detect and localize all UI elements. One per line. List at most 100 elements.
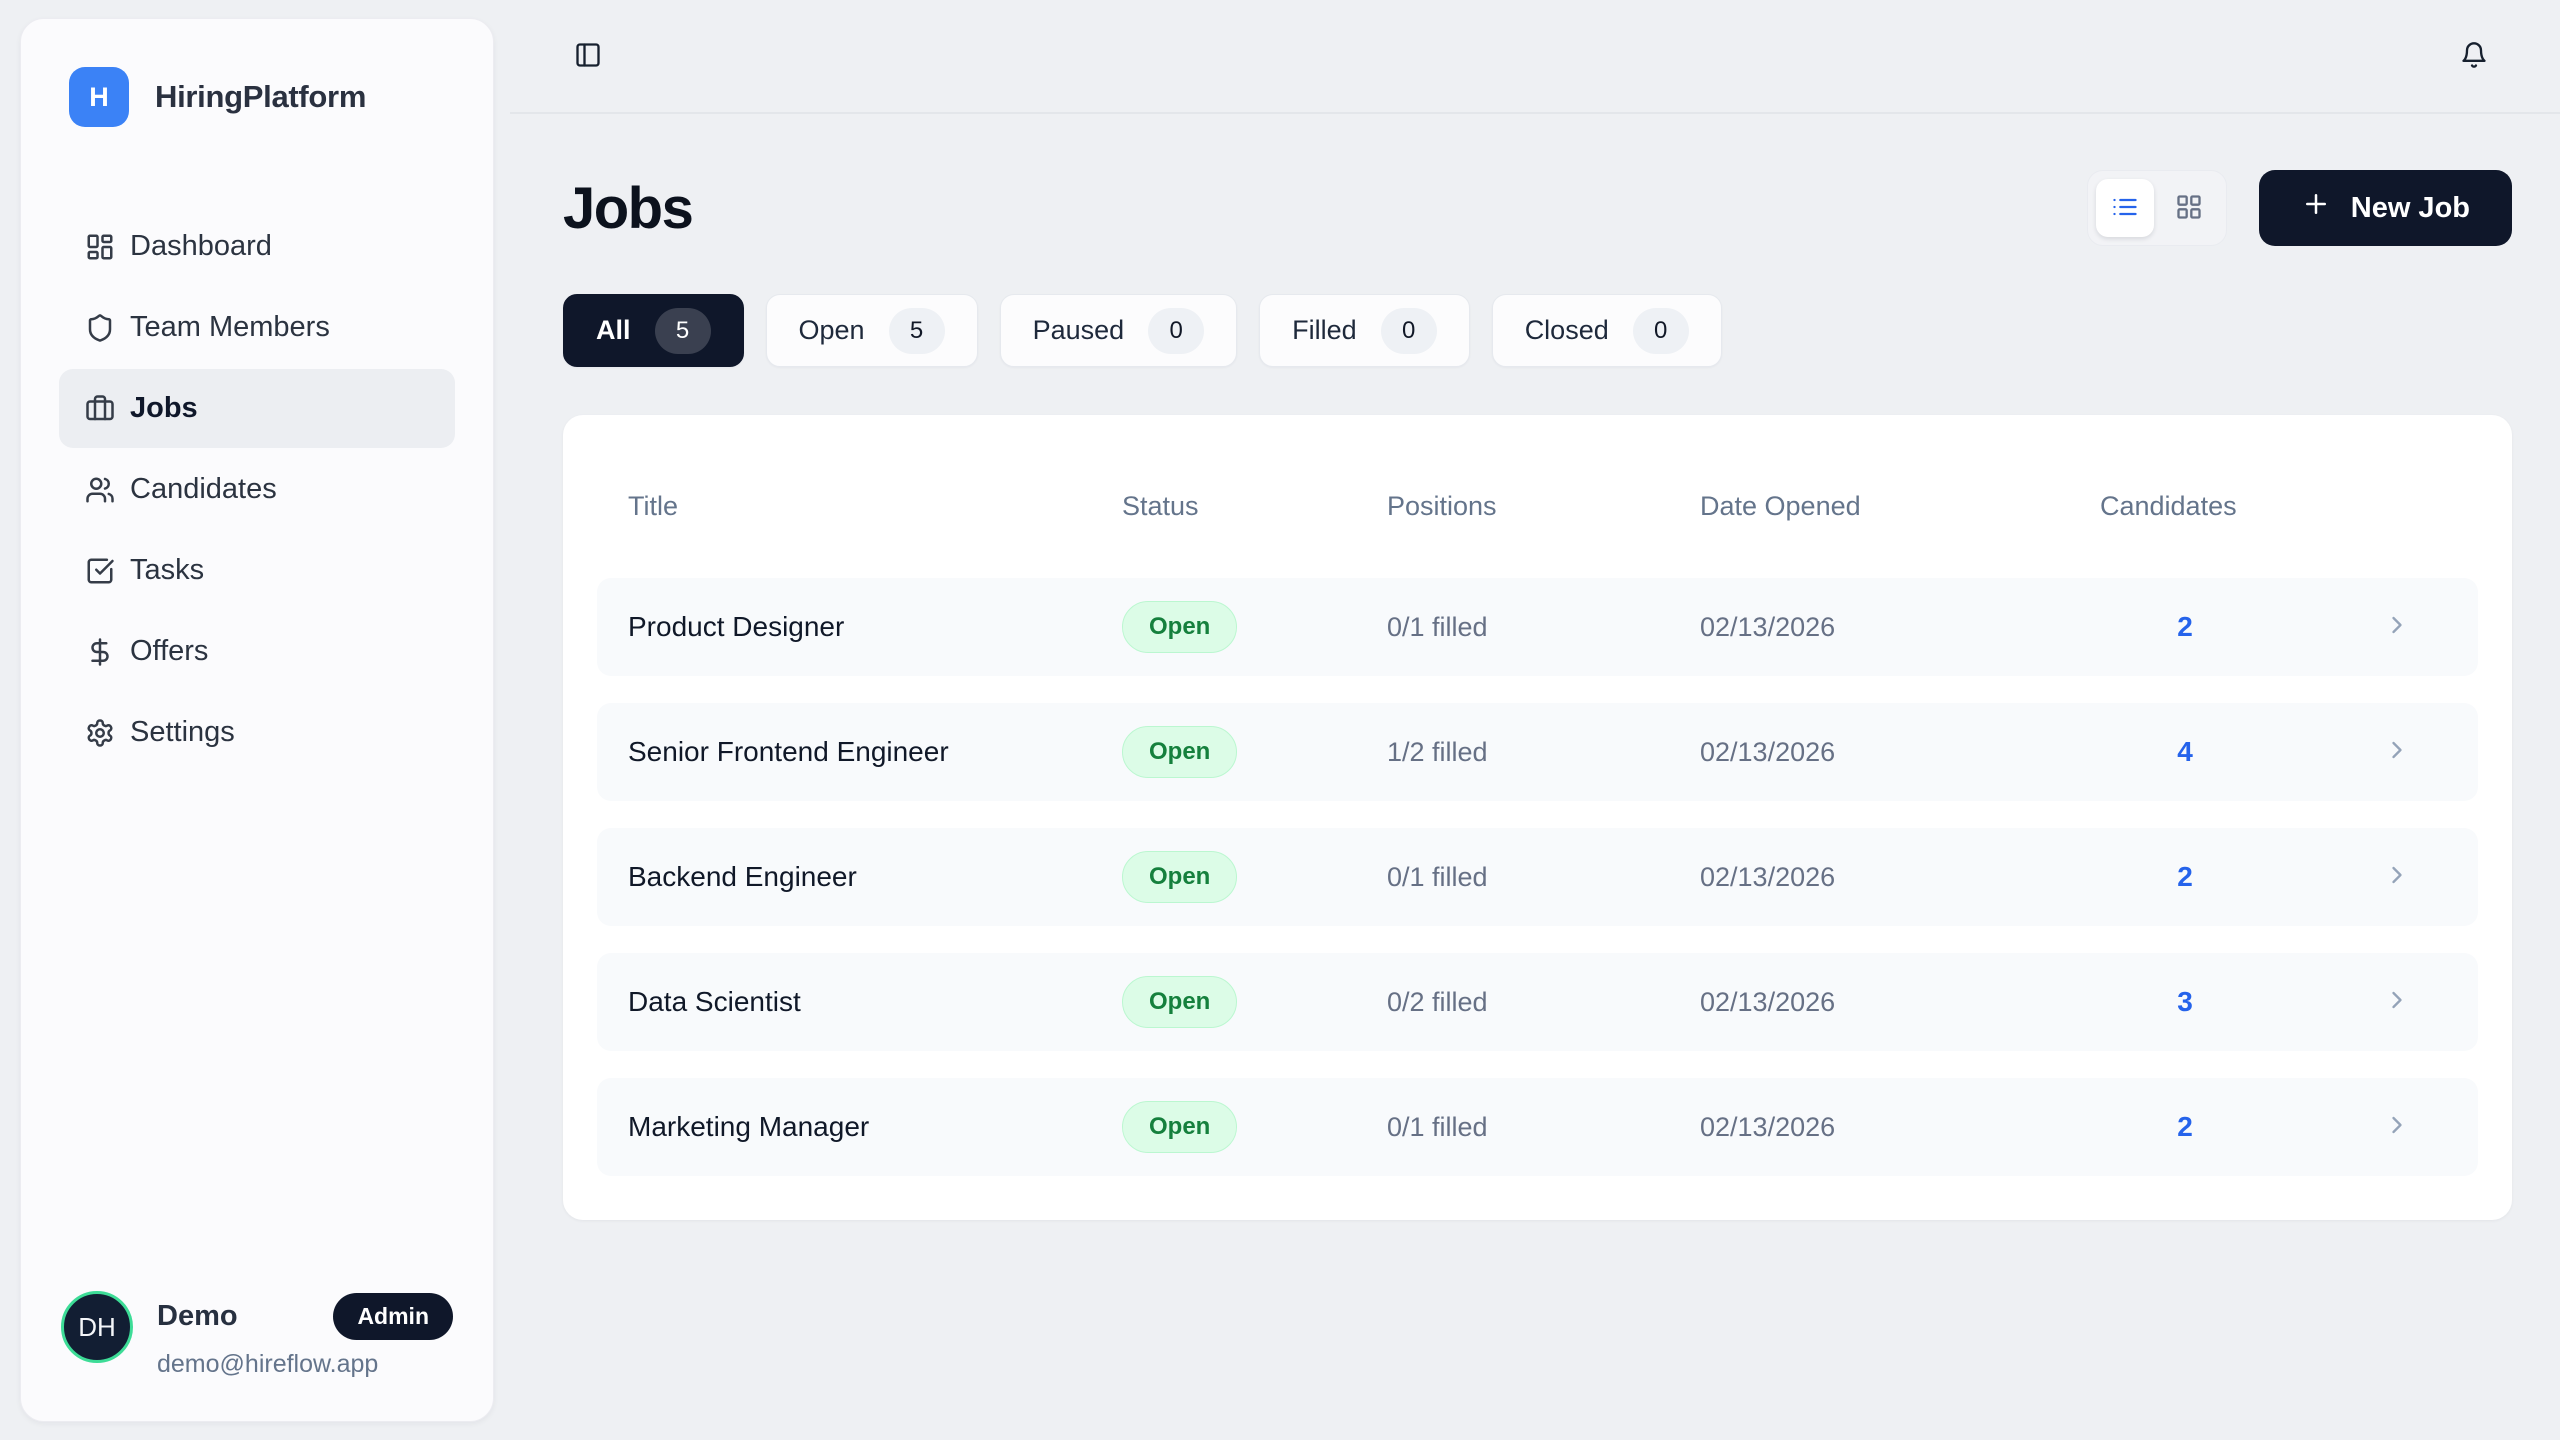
table-row[interactable]: Senior Frontend Engineer Open 1/2 filled…: [597, 703, 2478, 801]
user-name: Demo: [157, 1300, 238, 1332]
list-icon: [2111, 193, 2139, 224]
sidebar-item-label: Team Members: [130, 311, 330, 343]
shield-icon: [85, 313, 115, 343]
status-badge: Open: [1122, 1101, 1238, 1153]
filter-count-badge: 0: [1148, 307, 1205, 354]
filter-count-badge: 5: [654, 307, 711, 354]
job-title: Data Scientist: [628, 986, 801, 1017]
filter-tab-filled[interactable]: Filled 0: [1259, 294, 1470, 367]
filter-tab-open[interactable]: Open 5: [765, 294, 978, 367]
candidates-count[interactable]: 4: [2177, 736, 2193, 767]
main-area: Jobs: [510, 0, 2560, 1440]
date-opened: 02/13/2026: [1700, 611, 1836, 642]
filter-count-badge: 5: [888, 307, 945, 354]
positions-filled: 0/2 filled: [1387, 986, 1488, 1017]
date-opened: 02/13/2026: [1700, 1111, 1836, 1142]
sidebar-item-label: Candidates: [130, 473, 277, 505]
table-row[interactable]: Product Designer Open 0/1 filled 02/13/2…: [597, 578, 2478, 676]
dollar-icon: [85, 637, 115, 667]
page-title: Jobs: [563, 175, 694, 241]
brand: H HiringPlatform: [21, 19, 493, 127]
filter-count-badge: 0: [1380, 307, 1437, 354]
candidates-count[interactable]: 2: [2177, 1111, 2193, 1142]
candidates-count[interactable]: 2: [2177, 861, 2193, 892]
grid-icon: [2175, 193, 2203, 224]
sidebar-nav: Dashboard Team Members Jobs Candidates T…: [21, 207, 493, 772]
chevron-right-icon: [2383, 611, 2411, 644]
positions-filled: 0/1 filled: [1387, 861, 1488, 892]
table-row[interactable]: Marketing Manager Open 0/1 filled 02/13/…: [597, 1078, 2478, 1176]
table-header-row: Title Status Positions Date Opened Candi…: [597, 465, 2478, 578]
filter-count-badge: 0: [1632, 307, 1689, 354]
new-job-label: New Job: [2350, 191, 2470, 224]
sidebar-item-label: Offers: [130, 635, 209, 667]
brand-logo-letter: H: [89, 81, 109, 112]
filter-tab-paused[interactable]: Paused 0: [999, 294, 1238, 367]
status-badge: Open: [1122, 976, 1238, 1028]
avatar-initials: DH: [78, 1311, 116, 1342]
sidebar-item-settings[interactable]: Settings: [59, 693, 455, 772]
avatar: DH: [61, 1291, 133, 1363]
list-view-button[interactable]: [2095, 179, 2154, 237]
sidebar-item-tasks[interactable]: Tasks: [59, 531, 455, 610]
notifications-button[interactable]: [2460, 41, 2488, 72]
positions-filled: 0/1 filled: [1387, 1111, 1488, 1142]
grid-view-button[interactable]: [2160, 179, 2218, 237]
table-body: Product Designer Open 0/1 filled 02/13/2…: [597, 578, 2478, 1176]
layout-dashboard-icon: [85, 232, 115, 262]
panel-left-icon: [574, 41, 602, 72]
user-info: Demo Admin demo@hireflow.app: [157, 1291, 453, 1379]
column-header-title: Title: [628, 491, 679, 521]
gear-icon: [85, 718, 115, 748]
row-open-button[interactable]: [2270, 986, 2447, 1019]
candidates-count[interactable]: 3: [2177, 986, 2193, 1017]
filter-tab-label: Filled: [1292, 315, 1357, 345]
content: Jobs: [510, 114, 2560, 1220]
square-check-icon: [85, 556, 115, 586]
status-badge: Open: [1122, 851, 1238, 903]
column-header-positions: Positions: [1387, 491, 1497, 521]
filter-tabs: All 5 Open 5 Paused 0 Filled 0 Closed 0: [563, 294, 2512, 367]
date-opened: 02/13/2026: [1700, 736, 1836, 767]
sidebar-item-jobs[interactable]: Jobs: [59, 369, 455, 448]
filter-tab-label: Paused: [1032, 315, 1125, 345]
new-job-button[interactable]: New Job: [2258, 170, 2512, 246]
sidebar-item-candidates[interactable]: Candidates: [59, 450, 455, 529]
status-badge: Open: [1122, 726, 1238, 778]
row-open-button[interactable]: [2270, 611, 2447, 644]
sidebar-item-team-members[interactable]: Team Members: [59, 288, 455, 367]
column-header-candidates: Candidates: [2100, 491, 2237, 521]
brand-logo: H: [69, 67, 129, 127]
sidebar-item-label: Dashboard: [130, 230, 272, 262]
filter-tab-label: All: [596, 315, 631, 345]
table-row[interactable]: Backend Engineer Open 0/1 filled 02/13/2…: [597, 828, 2478, 926]
sidebar: H HiringPlatform Dashboard Team Members …: [20, 18, 494, 1422]
job-title: Product Designer: [628, 611, 845, 642]
page-head: Jobs: [563, 170, 2512, 246]
filter-tab-closed[interactable]: Closed 0: [1491, 294, 1722, 367]
row-open-button[interactable]: [2270, 861, 2447, 894]
view-toggle: [2086, 170, 2227, 246]
filter-tab-all[interactable]: All 5: [563, 294, 744, 367]
candidates-count[interactable]: 2: [2177, 611, 2193, 642]
row-open-button[interactable]: [2270, 1111, 2447, 1144]
sidebar-item-label: Tasks: [130, 554, 205, 586]
positions-filled: 0/1 filled: [1387, 611, 1488, 642]
row-open-button[interactable]: [2270, 736, 2447, 769]
sidebar-item-label: Jobs: [130, 392, 198, 424]
bell-icon: [2460, 41, 2488, 72]
job-title: Marketing Manager: [628, 1111, 870, 1142]
status-badge: Open: [1122, 601, 1238, 653]
user-card[interactable]: DH Demo Admin demo@hireflow.app: [61, 1291, 453, 1379]
table-row[interactable]: Data Scientist Open 0/2 filled 02/13/202…: [597, 953, 2478, 1051]
column-header-status: Status: [1122, 491, 1199, 521]
sidebar-toggle-button[interactable]: [574, 41, 602, 72]
sidebar-item-offers[interactable]: Offers: [59, 612, 455, 691]
filter-tab-label: Closed: [1524, 315, 1609, 345]
chevron-right-icon: [2383, 736, 2411, 769]
filter-tab-label: Open: [798, 315, 865, 345]
sidebar-item-dashboard[interactable]: Dashboard: [59, 207, 455, 286]
chevron-right-icon: [2383, 986, 2411, 1019]
chevron-right-icon: [2383, 1111, 2411, 1144]
